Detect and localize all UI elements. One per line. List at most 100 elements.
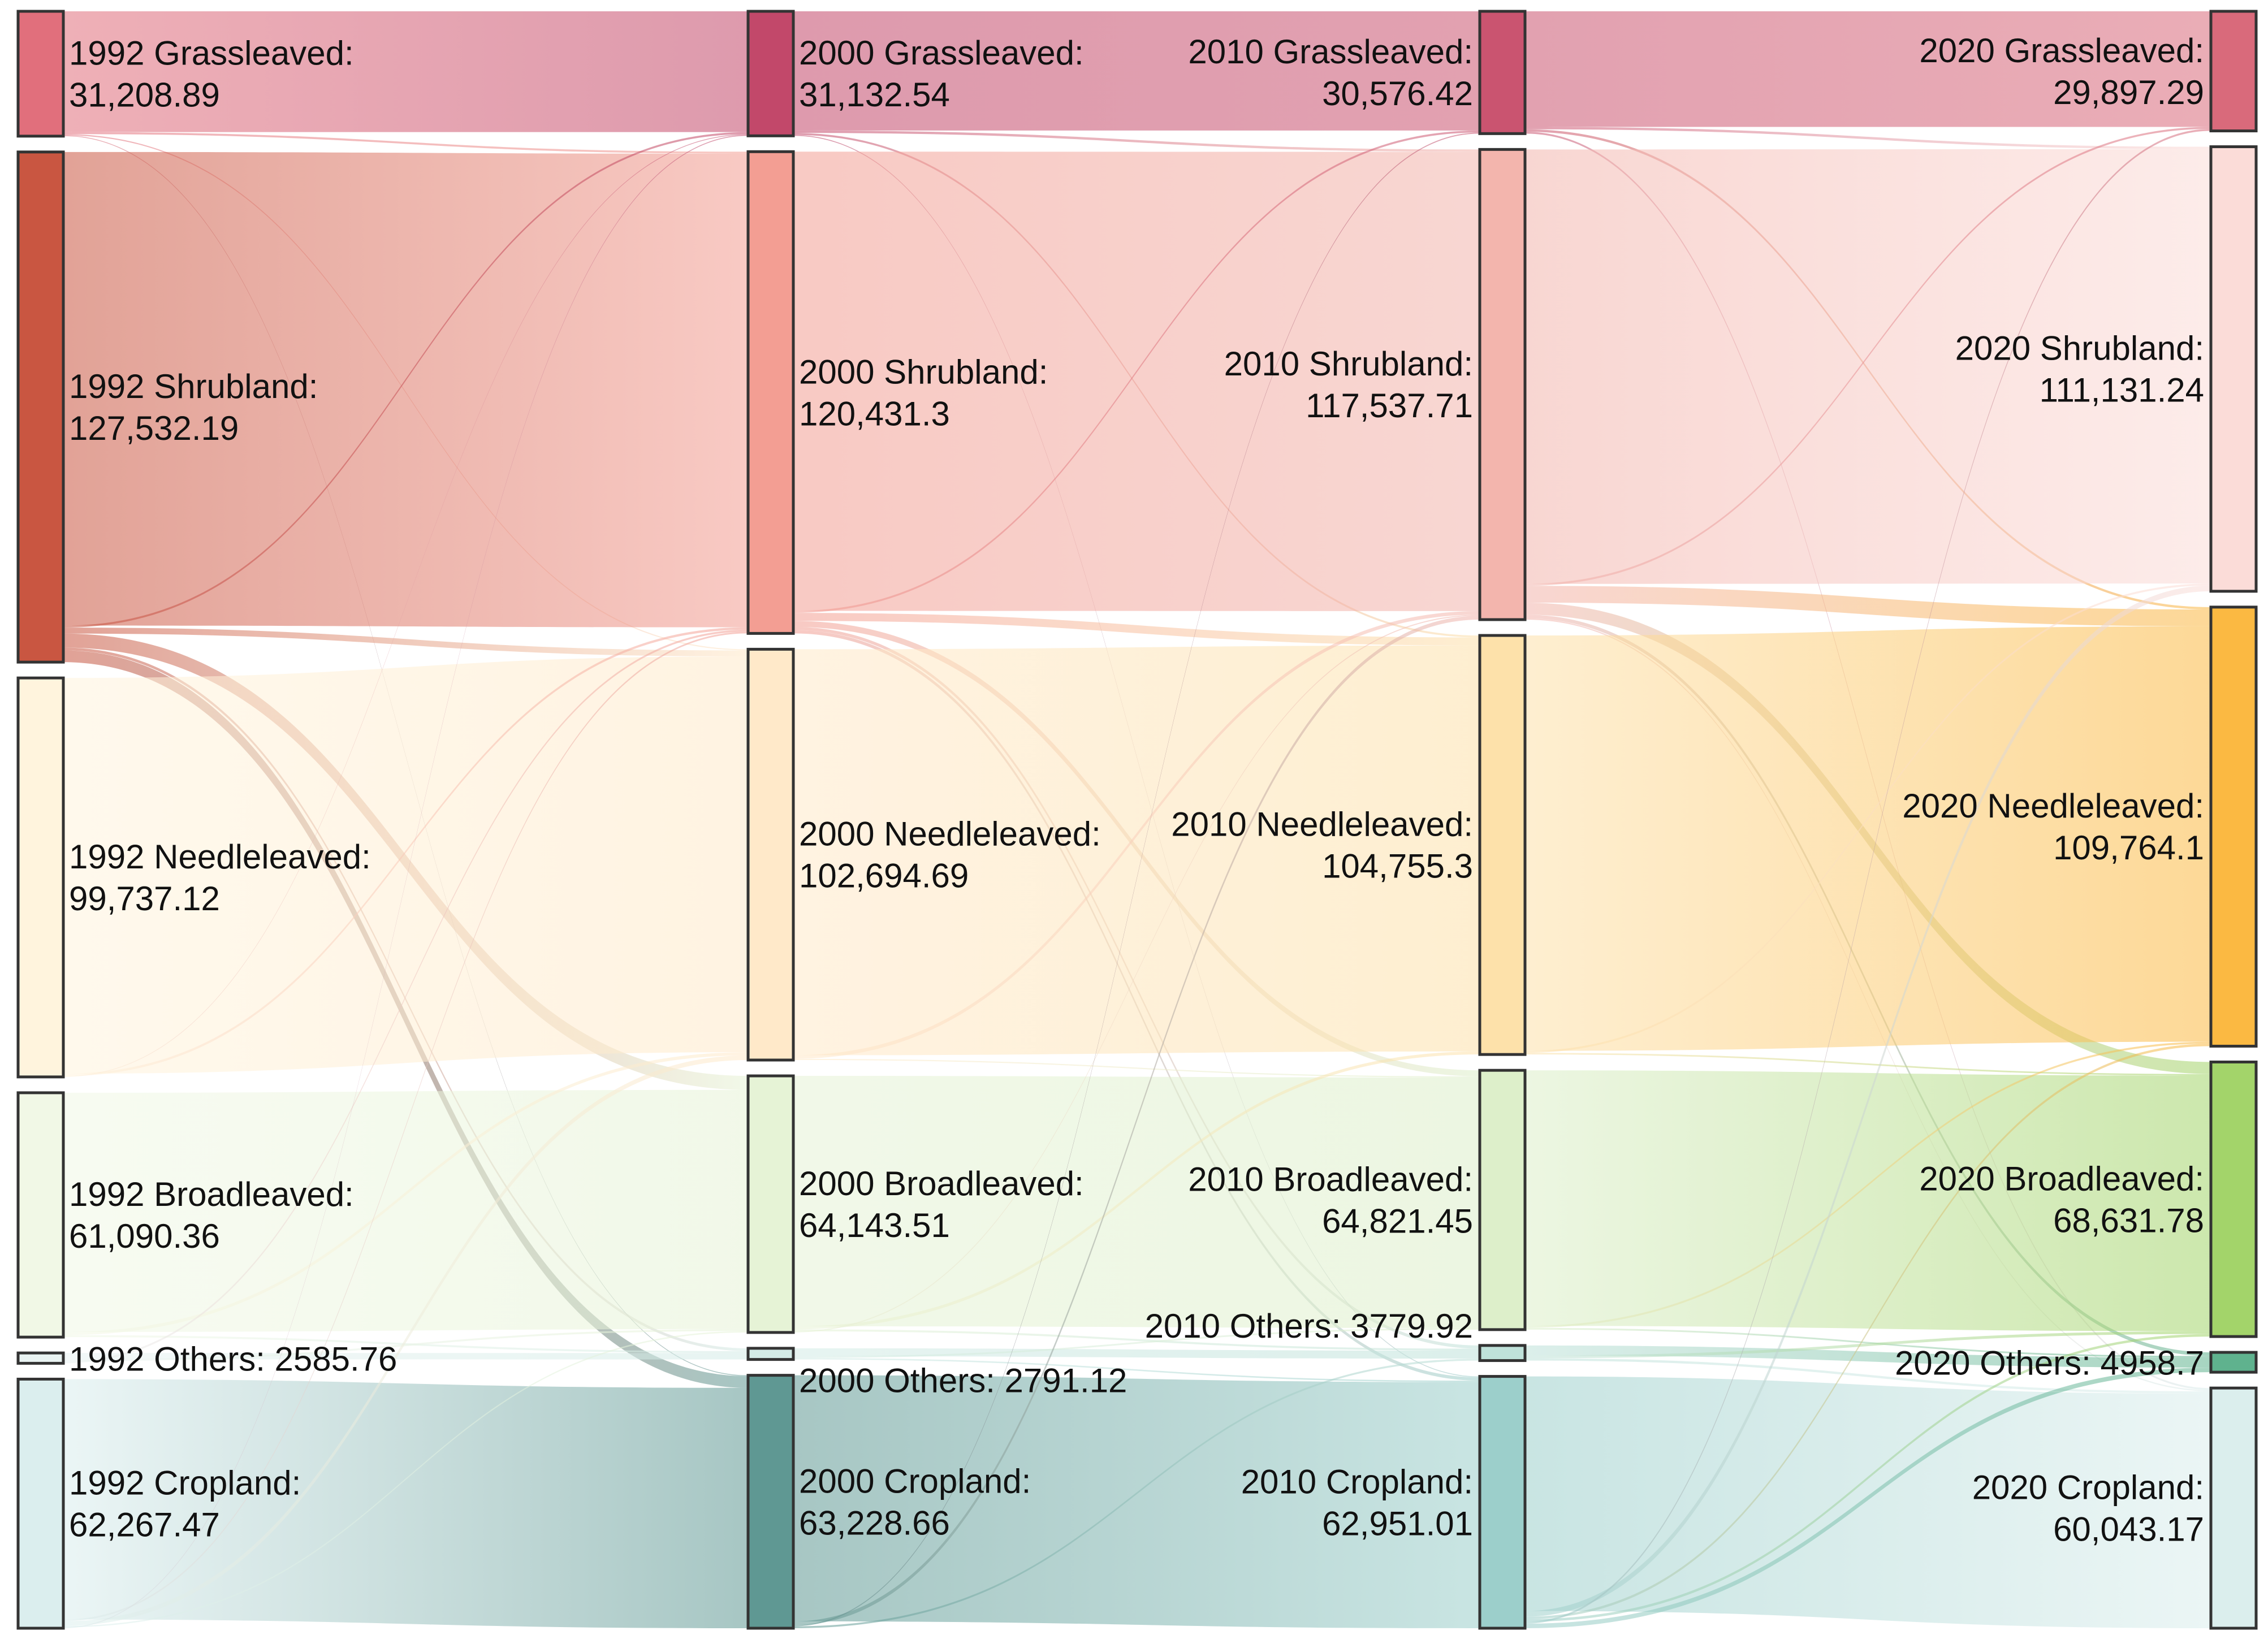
node-2000-cropland — [746, 1374, 795, 1630]
link-2010-Needleleaved-to-2020-Broadleaved — [1525, 1053, 2211, 1076]
link-2010-Grassleaved-to-2020-Grassleaved — [1525, 11, 2211, 127]
node-label-1992-needleleaved: 1992 Needleleaved: 99,737.12 — [69, 838, 371, 918]
node-label-1992-others: 1992 Others: 2585.76 — [69, 1340, 397, 1378]
node-label-2000-cropland: 2000 Cropland: 63,228.66 — [799, 1462, 1031, 1542]
node-2000-needleleaved — [746, 647, 795, 1062]
link-2000-Needleleaved-to-2010-Needleleaved — [793, 645, 1480, 1056]
node-label-2010-cropland: 2010 Cropland: 62,951.01 — [1241, 1463, 1473, 1542]
link-2010-Cropland-to-2020-Broadleaved — [1525, 1334, 2211, 1622]
node-label-2020-others: 2020 Others: 4958.7 — [1895, 1344, 2204, 1382]
node-label-1992-grassleaved: 1992 Grassleaved: 31,208.89 — [69, 34, 354, 114]
node-label-2010-others: 2010 Others: 3779.92 — [1145, 1307, 1473, 1345]
node-2000-grassleaved — [746, 10, 795, 137]
links-layer — [63, 11, 2211, 1629]
link-1992-Grassleaved-to-2000-Shrubland — [63, 132, 748, 154]
link-1992-Needleleaved-to-2000-Grassleaved — [63, 134, 748, 1077]
link-1992-Shrubland-to-2000-Needleleaved — [63, 628, 748, 657]
link-2010-Shrubland-to-2020-Shrubland — [1525, 149, 2211, 584]
link-1992-Broadleaved-to-2000-Others — [63, 1335, 748, 1353]
node-1992-broadleaved — [16, 1091, 65, 1339]
link-2000-Cropland-to-2010-Cropland — [793, 1375, 1480, 1628]
link-2010-Others-to-2020-Broadleaved — [1525, 1331, 2211, 1359]
node-label-2020-grassleaved: 2020 Grassleaved: 29,897.29 — [1919, 32, 2204, 111]
link-1992-Needleleaved-to-2000-Shrubland — [63, 627, 748, 1076]
link-2010-Cropland-to-2020-Cropland — [1525, 1376, 2211, 1628]
link-2000-Broadleaved-to-2010-Broadleaved — [793, 1076, 1480, 1328]
link-1992-Others-to-2000-Broadleaved — [63, 1329, 748, 1361]
link-2010-Cropland-to-2020-Grassleaved — [1525, 129, 2211, 1624]
node-2000-shrubland — [746, 150, 795, 635]
node-label-2010-needleleaved: 2010 Needleleaved: 104,755.3 — [1171, 806, 1473, 885]
node-1992-cropland — [16, 1377, 65, 1630]
link-2000-Others-to-2010-Broadleaved — [793, 1327, 1480, 1359]
node-1992-others — [16, 1351, 65, 1365]
link-2000-Needleleaved-to-2010-Shrubland — [793, 611, 1480, 1059]
node-label-2000-grassleaved: 2000 Grassleaved: 31,132.54 — [799, 34, 1084, 114]
node-2020-cropland — [2209, 1386, 2258, 1630]
node-1992-needleleaved — [16, 676, 65, 1079]
link-2000-Grassleaved-to-2010-Shrubland — [793, 130, 1480, 152]
node-label-2000-shrubland: 2000 Shrubland: 120,431.3 — [799, 353, 1048, 432]
node-label-2000-broadleaved: 2000 Broadleaved: 64,143.51 — [799, 1165, 1084, 1244]
link-2010-Needleleaved-to-2020-Shrubland — [1525, 583, 2211, 1053]
node-2020-grassleaved — [2209, 10, 2258, 133]
labels-layer: 1992 Grassleaved: 31,208.89 1992 Shrubland… — [69, 32, 2204, 1549]
link-2000-Others-to-2010-Others — [793, 1348, 1480, 1359]
link-2010-Cropland-to-2020-Others — [1525, 1368, 2211, 1629]
link-1992-Cropland-to-2000-Grassleaved — [63, 135, 748, 1628]
link-1992-Shrubland-to-2000-Grassleaved — [63, 132, 748, 628]
node-2010-others — [1478, 1344, 1527, 1362]
link-2000-Broadleaved-to-2010-Needleleaved — [793, 1051, 1480, 1330]
nodes-layer — [16, 10, 2258, 1630]
node-label-2020-broadleaved: 2020 Broadleaved: 68,631.78 — [1919, 1160, 2204, 1239]
node-1992-shrubland — [16, 150, 65, 664]
node-label-2010-broadleaved: 2010 Broadleaved: 64,821.45 — [1188, 1161, 1473, 1240]
link-1992-Broadleaved-to-2000-Needleleaved — [63, 1052, 748, 1335]
link-2010-Needleleaved-to-2020-Needleleaved — [1525, 626, 2211, 1051]
link-2010-Grassleaved-to-2020-Shrubland — [1525, 127, 2211, 149]
node-label-2000-others: 2000 Others: 2791.12 — [799, 1362, 1127, 1400]
link-1992-Cropland-to-2000-Cropland — [63, 1379, 748, 1628]
link-1992-Needleleaved-to-2000-Needleleaved — [63, 656, 748, 1074]
link-2010-Broadleaved-to-2020-Broadleaved — [1525, 1070, 2211, 1331]
link-2000-Cropland-to-2010-Shrubland — [793, 616, 1480, 1625]
link-2000-Broadleaved-to-2010-Others — [793, 1329, 1480, 1351]
link-2010-Others-to-2020-Cropland — [1525, 1358, 2211, 1394]
node-label-2020-shrubland: 2020 Shrubland: 111,131.24 — [1955, 330, 2204, 409]
node-2010-shrubland — [1478, 148, 1527, 621]
node-2020-broadleaved — [2209, 1060, 2258, 1338]
node-2010-broadleaved — [1478, 1069, 1527, 1331]
link-1992-Others-to-2000-Shrubland — [63, 629, 748, 1364]
link-1992-Cropland-to-2000-Shrubland — [63, 631, 748, 1621]
node-label-2020-cropland: 2020 Cropland: 60,043.17 — [1972, 1469, 2204, 1549]
node-label-1992-cropland: 1992 Cropland: 62,267.47 — [69, 1464, 301, 1544]
link-1992-Grassleaved-to-2000-Grassleaved — [63, 11, 748, 132]
node-2010-cropland — [1478, 1375, 1527, 1630]
link-2000-Needleleaved-to-2010-Broadleaved — [793, 1058, 1480, 1078]
link-2010-Cropland-to-2020-Shrubland — [1525, 585, 2211, 1617]
link-2000-Cropland-to-2010-Grassleaved — [793, 132, 1480, 1627]
link-2010-Cropland-to-2020-Needleleaved — [1525, 1044, 2211, 1619]
node-2020-needleleaved — [2209, 605, 2258, 1048]
link-2010-Shrubland-to-2020-Needleleaved — [1525, 586, 2211, 626]
link-2000-Others-to-2010-Cropland — [793, 1358, 1480, 1382]
link-2010-Shrubland-to-2020-Grassleaved — [1525, 127, 2211, 586]
node-2000-broadleaved — [746, 1074, 795, 1334]
node-label-2010-shrubland: 2010 Shrubland: 117,537.71 — [1224, 345, 1473, 425]
link-1992-Shrubland-to-2000-Shrubland — [63, 152, 748, 628]
link-1992-Cropland-to-2000-Needleleaved — [63, 1055, 748, 1626]
link-2000-Grassleaved-to-2010-Grassleaved — [793, 11, 1480, 131]
link-2000-Cropland-to-2010-Others — [793, 1359, 1480, 1628]
node-label-2000-needleleaved: 2000 Needleleaved: 102,694.69 — [799, 815, 1101, 895]
node-2010-grassleaved — [1478, 10, 1527, 135]
link-1992-Broadleaved-to-2000-Broadleaved — [63, 1089, 748, 1332]
node-1992-grassleaved — [16, 10, 65, 138]
node-label-2020-needleleaved: 2020 Needleleaved: 109,764.1 — [1902, 787, 2204, 867]
link-2010-Broadleaved-to-2020-Others — [1525, 1327, 2211, 1358]
node-2020-others — [2209, 1351, 2258, 1374]
node-2020-shrubland — [2209, 145, 2258, 593]
node-label-1992-shrubland: 1992 Shrubland: 127,532.19 — [69, 367, 318, 447]
node-2010-needleleaved — [1478, 634, 1527, 1056]
link-2010-Broadleaved-to-2020-Needleleaved — [1525, 1041, 2211, 1328]
